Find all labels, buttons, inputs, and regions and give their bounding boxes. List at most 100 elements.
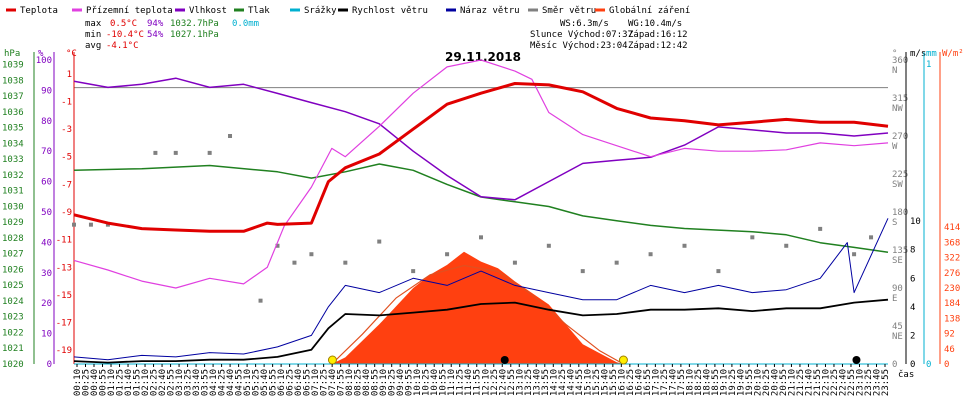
hpa-tick-12: 1027: [2, 250, 24, 260]
x-tick-label-34: 08:40: [362, 369, 372, 396]
dir-tick-4: 270: [892, 132, 908, 142]
wind-dir-point-0: [72, 222, 76, 227]
wind-dir-point-26: [852, 252, 857, 257]
x-tick-label-17: 04:25: [218, 369, 228, 396]
x-tick-label-57: 14:25: [558, 369, 568, 396]
rain-tick-0: 1: [926, 60, 931, 70]
hpa-tick-7: 1032: [2, 171, 24, 181]
rain-axis-title: mm: [926, 49, 937, 59]
hpa-tick-2: 1037: [2, 92, 24, 102]
rad-tick-3: 276: [944, 269, 960, 279]
series-line-n-raz-v-tru: [73, 218, 889, 361]
rad-tick-5: 184: [944, 299, 960, 309]
stat-avg-label: avg: [85, 41, 101, 51]
wind-tick-1: 8: [910, 246, 915, 256]
x-tick-label-27: 06:55: [303, 369, 313, 396]
hpa-tick-18: 1021: [2, 344, 24, 354]
stat-ws: WS:6.3m/s: [560, 19, 609, 29]
wind-dir-point-12: [377, 239, 382, 244]
dir-tick-6: 225: [892, 170, 908, 180]
wind-dir-point-13: [411, 269, 416, 274]
x-tick-label-74: 18:40: [702, 369, 712, 396]
x-tick-label-77: 19:25: [728, 369, 738, 396]
moon-marker-2: [500, 356, 509, 364]
radiation-area: [331, 251, 624, 364]
x-tick-label-49: 12:25: [490, 369, 500, 396]
x-tick-label-24: 06:10: [277, 369, 287, 396]
x-tick-label-62: 15:40: [600, 369, 610, 396]
moon-marker-3: [852, 356, 861, 364]
hpa-tick-4: 1035: [2, 124, 24, 134]
x-tick-label-0: 00:10: [73, 369, 83, 396]
hum-axis-title: %: [38, 49, 44, 59]
stat-min-label: min: [85, 30, 101, 40]
series-line-rychlost-v-tru: [73, 298, 889, 364]
hpa-tick-8: 1031: [2, 187, 24, 197]
wind-tick-0: 10: [910, 217, 921, 227]
wind-dir-point-22: [716, 269, 721, 274]
rad-axis-title: W/m²: [942, 49, 964, 59]
wind-tick-3: 4: [910, 303, 915, 313]
stat-min-hum: 54%: [147, 30, 164, 40]
x-tick-label-21: 05:25: [252, 369, 262, 396]
wind-dir-point-27: [869, 235, 874, 240]
hpa-tick-13: 1026: [2, 265, 24, 275]
legend-label-3: Tlak: [248, 6, 270, 16]
sunset-marker: [618, 355, 628, 365]
x-tick-label-88: 22:10: [822, 369, 832, 396]
x-tick-label-92: 23:10: [856, 369, 866, 396]
x-tick-label-85: 21:25: [796, 369, 806, 396]
stats-panel: max 0.5°C 94% 1032.7hPa 0.0mm min -10.4°…: [85, 19, 688, 51]
x-tick-label-16: 04:10: [209, 369, 219, 396]
x-tick-label-38: 09:40: [396, 369, 406, 396]
x-tick-label-42: 10:40: [430, 369, 440, 396]
wind-dir-point-9: [292, 260, 297, 265]
x-tick-label-19: 04:55: [235, 369, 245, 396]
legend-label-8: Globální záření: [609, 6, 690, 16]
hpa-tick-9: 1030: [2, 202, 24, 212]
temp-tick-4: -7: [61, 180, 72, 190]
stat-moon-set: Západ:12:42: [628, 41, 688, 51]
dir-tick-0: 360: [892, 56, 908, 66]
legend-label-7: Směr větru: [542, 6, 596, 16]
x-tick-label-71: 17:55: [677, 369, 687, 396]
wind-dir-point-11: [343, 260, 348, 265]
x-tick-label-37: 09:25: [388, 369, 398, 396]
dir-tick-12: 90: [892, 284, 903, 294]
legend-label-0: Teplota: [20, 6, 58, 16]
wind-tick-2: 6: [910, 274, 915, 284]
x-tick-label-52: 13:10: [515, 369, 525, 396]
hum-tick-5: 50: [41, 208, 52, 218]
x-tick-label-56: 14:10: [549, 369, 559, 396]
legend: Teplota Přízemní teplota Vlhkost Tlak Srážky…: [6, 6, 690, 16]
hum-tick-4: 60: [41, 178, 52, 188]
dir-tick-9: S: [892, 218, 897, 228]
x-tick-label-82: 20:40: [770, 369, 780, 396]
temp-tick-8: -15: [56, 291, 72, 301]
stat-max-label: max: [85, 19, 102, 29]
x-tick-label-32: 08:10: [345, 369, 355, 396]
x-tick-label-15: 03:55: [201, 369, 211, 396]
x-tick-label-6: 01:40: [124, 369, 134, 396]
series-line-tlak: [73, 163, 889, 253]
x-tick-label-54: 13:40: [532, 369, 542, 396]
dir-tick-5: W: [892, 142, 898, 152]
wind-dir-point-7: [258, 298, 263, 303]
wind-dir-point-25: [818, 226, 823, 231]
x-tick-label-72: 18:10: [685, 369, 695, 396]
dir-tick-14: 45: [892, 322, 903, 332]
hpa-tick-11: 1028: [2, 234, 24, 244]
x-tick-label-59: 14:55: [575, 369, 585, 396]
stat-max-hum: 94%: [147, 19, 164, 29]
wind-dir-point-18: [580, 269, 585, 274]
x-tick-label-90: 22:40: [839, 369, 849, 396]
hpa-tick-1: 1038: [2, 76, 24, 86]
wind-dir-point-6: [228, 134, 233, 138]
x-tick-label-47: 11:55: [473, 369, 483, 396]
dir-tick-15: NE: [892, 332, 903, 342]
hpa-tick-5: 1034: [2, 139, 24, 149]
rad-tick-4: 230: [944, 284, 960, 294]
series-line-p-zemn-teplota: [73, 59, 889, 289]
temp-tick-6: -11: [56, 236, 72, 246]
